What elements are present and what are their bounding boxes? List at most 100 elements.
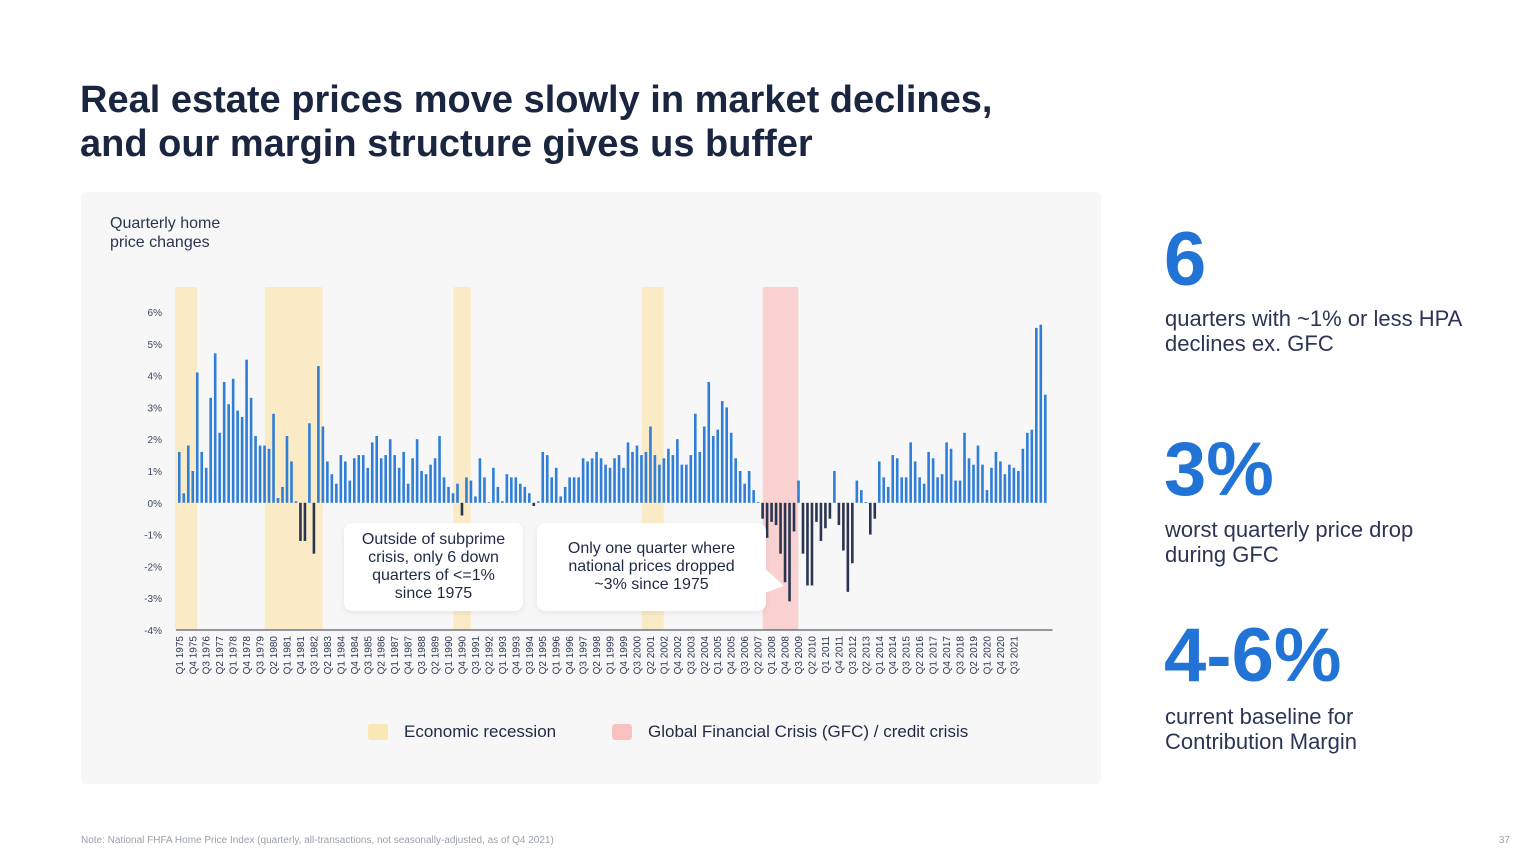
bar [348, 480, 352, 503]
bar [868, 502, 872, 535]
bar [290, 461, 293, 503]
x-tick-label: Q1 1999 [606, 636, 617, 675]
bar [707, 381, 711, 503]
bar [294, 501, 298, 503]
page-number: 37 [1498, 835, 1510, 846]
bar [317, 366, 320, 503]
x-tick-label: Q3 1976 [202, 636, 213, 675]
bar [851, 502, 854, 564]
x-tick-label: Q1 2011 [821, 636, 832, 674]
bar [801, 502, 805, 554]
callout-subprime-line: since 1975 [394, 585, 473, 602]
x-tick-label: Q3 2015 [902, 636, 913, 675]
bar [456, 483, 459, 503]
bar [891, 455, 895, 503]
bar [1043, 394, 1047, 503]
x-tick-label: Q3 1979 [256, 636, 267, 675]
x-tick-label: Q2 1980 [269, 636, 280, 675]
x-tick-label: Q2 2004 [700, 636, 711, 675]
bar [747, 471, 751, 503]
bar [837, 502, 841, 526]
bar [1026, 432, 1029, 503]
bar [554, 467, 558, 503]
stat-desc-line: during GFC [1165, 542, 1279, 567]
callout-gfc-line: national prices dropped [568, 558, 735, 575]
bar [940, 474, 944, 503]
bar [384, 455, 388, 503]
stat-desc-line: Contribution Margin [1165, 729, 1357, 754]
bar [510, 477, 513, 503]
x-tick-label: Q4 1978 [242, 636, 253, 675]
bar [366, 467, 370, 503]
bar [501, 501, 504, 503]
y-tick-label: 0% [148, 499, 163, 510]
bar [689, 455, 693, 503]
x-tick-label: Q4 2002 [673, 636, 684, 675]
bar [550, 477, 554, 503]
chart-title-line2: price changes [110, 234, 210, 251]
bar [936, 477, 939, 503]
bar [438, 436, 441, 503]
bar [752, 490, 755, 503]
bar [662, 458, 666, 503]
bar [828, 502, 832, 519]
bar [1012, 467, 1016, 503]
x-tick-label: Q2 2019 [969, 636, 980, 675]
bar [344, 461, 347, 503]
y-tick-label: 6% [148, 308, 163, 319]
bar [267, 448, 271, 503]
footnote: Note: National FHFA Home Price Index (qu… [81, 835, 554, 846]
bar [860, 490, 863, 503]
bar [411, 458, 414, 503]
chart-title-line1: Quarterly home [110, 215, 221, 232]
x-tick-label: Q1 2014 [875, 636, 886, 675]
bar [810, 502, 814, 586]
legend-recession-label: Economic recession [404, 722, 557, 741]
bar [487, 502, 491, 503]
bar [918, 477, 921, 503]
bar [967, 458, 971, 503]
callout-subprime: Outside of subprime crisis, only 6 down … [344, 523, 523, 611]
y-tick-label: -1% [144, 531, 162, 542]
callout-subprime-line: crisis, only 6 down [368, 549, 499, 566]
x-tick-label: Q2 1977 [215, 636, 226, 675]
page-title-line2: and our margin structure gives us buffer [80, 123, 813, 165]
bar [393, 455, 396, 503]
bar [227, 404, 230, 503]
callout-gfc-line: Only one quarter where [567, 540, 736, 557]
bar [846, 502, 850, 592]
bar [671, 455, 675, 503]
x-tick-label: Q2 2007 [754, 636, 765, 675]
bar [465, 477, 468, 503]
bar [231, 378, 235, 503]
bar [649, 426, 652, 503]
bar [213, 353, 217, 503]
bar [263, 445, 266, 503]
bar [877, 461, 881, 503]
bar [640, 455, 643, 503]
bar [886, 486, 890, 503]
bar [653, 455, 657, 503]
stat-desc-contribution-margin: current baseline for Contribution Margin [1165, 704, 1357, 754]
bar [308, 423, 311, 503]
bar [245, 359, 248, 503]
y-tick-label: -4% [144, 626, 162, 637]
bar [236, 410, 239, 503]
bar [595, 451, 598, 503]
bar [375, 436, 379, 503]
bar [272, 413, 275, 503]
bar [397, 467, 401, 503]
bar [895, 458, 899, 503]
bar [667, 448, 670, 503]
bar [882, 477, 886, 503]
bar [994, 451, 998, 503]
bar [716, 429, 720, 503]
bar [1039, 324, 1043, 503]
bar [357, 455, 361, 503]
x-tick-label: Q1 2017 [929, 636, 940, 675]
bar [711, 436, 715, 503]
x-tick-label: Q3 2009 [794, 636, 805, 675]
bar [658, 464, 661, 503]
bar [222, 381, 226, 503]
bar [1030, 429, 1034, 503]
